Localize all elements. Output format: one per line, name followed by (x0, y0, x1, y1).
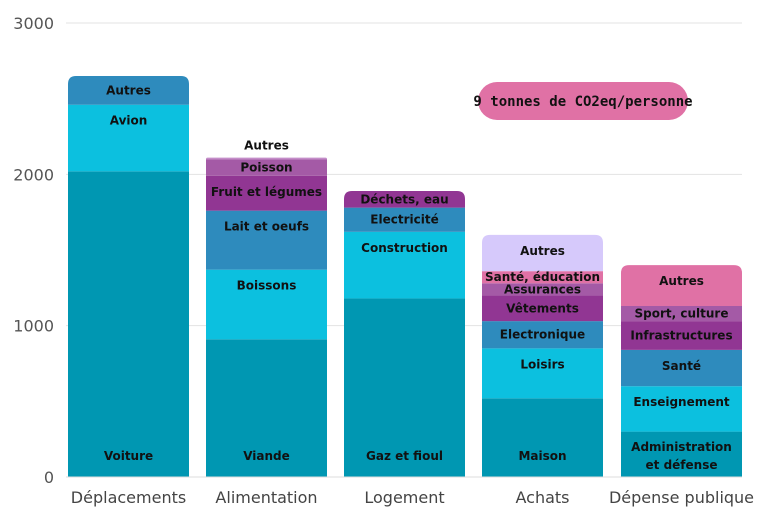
segment-label: Avion (110, 114, 148, 128)
segment-label: Vêtements (506, 301, 579, 315)
bar-segment (621, 431, 742, 477)
segment-label: Autres (520, 244, 565, 258)
segment-label: Construction (361, 241, 448, 255)
segment-label: Maison (518, 449, 566, 463)
bar-segment (621, 321, 742, 350)
bar-segment (206, 210, 327, 270)
x-category-label: Logement (364, 488, 444, 507)
bar-segment (344, 298, 465, 477)
segment-label: Enseignement (633, 395, 730, 409)
segment-label: Lait et oeufs (224, 220, 309, 234)
bar-segment (206, 159, 327, 176)
axes: 0 1000 2000 3000 Déplacements Alimentation Log… (13, 14, 754, 507)
bar-segment (344, 207, 465, 232)
segment-label: Déchets, eau (360, 192, 448, 206)
segment-label: Autres (244, 139, 289, 153)
segment-label: Assurances (504, 282, 581, 296)
segment-label: Infrastructures (630, 329, 732, 343)
bar-segment (482, 398, 603, 477)
segment-label: Electronique (500, 328, 585, 342)
bar-segment (621, 386, 742, 432)
segment-label: Voiture (104, 449, 153, 463)
bar-segment (621, 265, 742, 306)
y-tick-label: 2000 (13, 165, 54, 184)
segment-label: Administration (631, 440, 732, 454)
annotation-badge: 9 tonnes de CO2eq/personne (473, 82, 693, 120)
bar-segment (482, 321, 603, 349)
segment-label: Santé, éducation (485, 270, 600, 284)
segment-label: Loisirs (520, 357, 564, 371)
bar-segment (206, 175, 327, 211)
bar-segment (344, 231, 465, 299)
bar-segment (621, 305, 742, 322)
bar-segment (206, 339, 327, 477)
segment-label: Viande (243, 449, 290, 463)
bars (68, 75, 742, 477)
bar-segment (68, 171, 189, 477)
x-category-label: Déplacements (71, 488, 186, 507)
y-tick-label: 3000 (13, 14, 54, 33)
y-tick-label: 1000 (13, 317, 54, 336)
segment-labels: Voiture Avion Autres Viande Boissons Lait et … (104, 83, 733, 472)
segment-label: et défense (646, 458, 718, 472)
bar-segment (482, 271, 603, 284)
segment-label: Poisson (240, 161, 292, 175)
bar-segment (482, 295, 603, 322)
bar-segment (206, 269, 327, 340)
bar-segment (68, 75, 189, 105)
annotation-badge-text: 9 tonnes de CO2eq/personne (473, 94, 692, 110)
bar-segment (68, 104, 189, 172)
bar-segment (482, 234, 603, 272)
x-category-label: Dépense publique (609, 488, 754, 507)
y-tick-label: 0 (44, 468, 54, 487)
bar-segment (482, 348, 603, 399)
segment-label: Electricité (370, 213, 438, 227)
bar-segment (621, 349, 742, 387)
segment-label: Santé (662, 359, 701, 373)
segment-label: Autres (106, 83, 151, 97)
segment-label: Boissons (237, 279, 297, 293)
segment-label: Gaz et fioul (366, 449, 443, 463)
segment-label: Sport, culture (635, 307, 729, 321)
annotation-badge-bg (478, 82, 688, 120)
x-category-label: Achats (515, 488, 569, 507)
segment-label: Fruit et légumes (211, 185, 322, 199)
bar-segment (344, 190, 465, 208)
x-category-label: Alimentation (215, 488, 317, 507)
bar-segment (206, 157, 327, 160)
segment-label: Autres (659, 274, 704, 288)
bar-segment (482, 283, 603, 296)
